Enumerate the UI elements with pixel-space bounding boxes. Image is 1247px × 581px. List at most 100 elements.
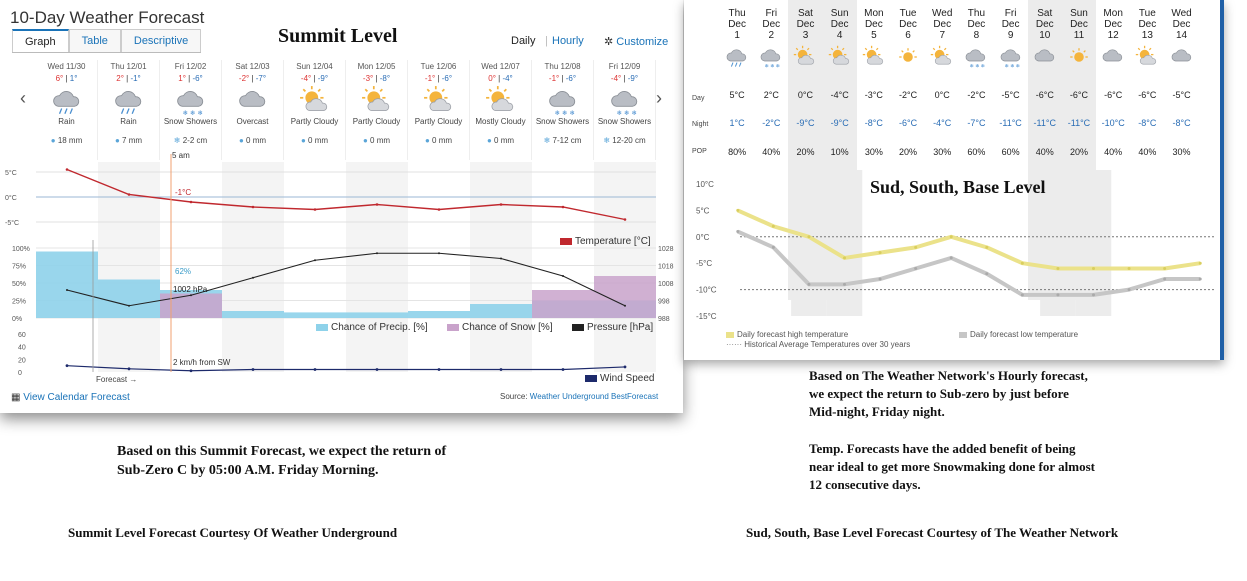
day-low: -1°	[130, 74, 141, 83]
low-swatch	[959, 331, 967, 338]
day-low: -6°	[441, 74, 453, 83]
tab-descriptive[interactable]: Descriptive	[120, 29, 202, 52]
day-card[interactable]: Wed 11/30 6° | 1° Rain ● 18 mm	[36, 60, 98, 160]
day-month: Dec	[1035, 19, 1054, 30]
overcast-icon	[222, 85, 283, 117]
day-number: 2	[768, 30, 775, 41]
day-card[interactable]: Mon 12/05 -3° | -8° Partly Cloudy ● 0 mm	[346, 60, 408, 160]
day-condition: Partly Cloudy	[414, 117, 463, 126]
precip-bar	[222, 311, 284, 318]
precip-swatch	[316, 323, 328, 331]
base-tick-label: 0°C	[696, 233, 710, 242]
legend-temperature: Temperature [°C]	[560, 236, 651, 247]
average-dash: ······	[726, 340, 745, 349]
row-label-day: Day	[692, 95, 705, 102]
pop-value: 20%	[1069, 147, 1088, 157]
day-of-week: Sun	[1070, 8, 1088, 19]
pressure-point	[376, 252, 378, 255]
night-temp: -8°C	[1138, 118, 1157, 128]
wind-point	[65, 364, 69, 368]
tab-table[interactable]: Table	[68, 29, 121, 52]
snow-swatch	[447, 323, 459, 331]
source-link[interactable]: Weather Underground BestForecast	[529, 392, 659, 401]
day-number: 5	[871, 30, 877, 41]
day-card[interactable]: Tue 12/06 -1° | -6° Partly Cloudy ● 0 mm	[408, 60, 470, 160]
precip-bar	[346, 312, 408, 318]
prev-arrow-icon[interactable]: ‹	[20, 88, 26, 108]
raindrop-icon: ●	[486, 136, 492, 145]
day-temp: -6°C	[1104, 90, 1123, 100]
daily-toggle[interactable]: Daily	[511, 35, 536, 47]
hourly-toggle[interactable]: Hourly	[552, 35, 584, 47]
day-temps: -1° | -6°	[548, 74, 577, 83]
svg-text:❄: ❄	[189, 109, 194, 117]
day-condition: Snow Showers	[535, 117, 590, 126]
day-card[interactable]: Thu 12/08 -1° | -6° ❄ ❄ ❄ Snow Showers ❄ 7-12 …	[532, 60, 594, 160]
day-precip: ❄ 12-20 cm	[594, 136, 655, 145]
day-month: Dec	[967, 19, 986, 30]
pressure-point	[314, 259, 316, 262]
day-card[interactable]: Fri 12/02 1° | -6° ❄ ❄ ❄ Snow Showers ❄ 2-2 cm	[160, 60, 222, 160]
day-month: Dec	[728, 19, 746, 30]
temperature-point	[251, 205, 255, 209]
wind-point	[127, 367, 131, 371]
pop-value: 40%	[762, 147, 781, 157]
low-temp-line	[736, 229, 1201, 297]
legend-average: ······ Historical Average Temperatures o…	[726, 340, 910, 349]
day-high: -3°	[362, 74, 374, 83]
day-low: -8°	[379, 74, 391, 83]
temp-tick-label: -5°C	[5, 219, 19, 227]
day-condition: Rain	[58, 117, 75, 126]
low-temp-point	[1163, 277, 1167, 281]
svg-text:❄: ❄	[1015, 63, 1019, 69]
day-high: -1°	[424, 74, 436, 83]
svg-text:❄: ❄	[1004, 63, 1008, 69]
night-temp: -8°C	[1172, 118, 1191, 128]
day-date: Sun 12/04	[296, 62, 333, 71]
day-card[interactable]: Sun 12/04 -4° | -9° Partly Cloudy ● 0 mm	[284, 60, 346, 160]
low-temp-point	[1127, 288, 1131, 292]
day-temp: 0°C	[797, 90, 814, 100]
svg-text:❄: ❄	[569, 109, 574, 117]
day-card[interactable]: Sat 12/03 -2° | -7° Overcast ● 0 mm	[222, 60, 284, 160]
svg-text:❄: ❄	[765, 63, 769, 69]
day-condition: Partly Cloudy	[352, 117, 401, 126]
high-temp-point	[807, 235, 811, 239]
day-condition: Snow Showers	[597, 117, 652, 126]
high-temp-point	[914, 245, 918, 249]
customize-button[interactable]: ✲ Customize	[604, 35, 668, 48]
base-day-column: Wed Dec 14 -5°C -8°C 30%	[1164, 0, 1198, 300]
next-arrow-icon[interactable]: ›	[656, 88, 662, 108]
low-temp-point	[949, 256, 953, 260]
night-temp: -9°C	[830, 118, 849, 128]
day-number: 12	[1107, 30, 1119, 41]
low-temp-point	[985, 272, 989, 276]
day-band	[470, 162, 532, 372]
day-precip-amount: 18 mm	[57, 136, 83, 145]
svg-text:❄: ❄	[1010, 63, 1014, 69]
day-card[interactable]: Wed 12/07 0° | -4° Mostly Cloudy ● 0 mm	[470, 60, 532, 160]
calendar-link[interactable]: ▦ View Calendar Forecast	[11, 392, 130, 403]
cloud-icon	[1096, 45, 1130, 69]
day-date: Tue 12/06	[420, 62, 457, 71]
wind-point	[499, 368, 503, 371]
day-low: -7°	[255, 74, 267, 83]
day-temp: -2°C	[898, 90, 918, 100]
day-number: 10	[1039, 30, 1051, 41]
rain-icon	[720, 45, 754, 69]
customize-label: Customize	[616, 36, 669, 48]
day-of-week: Thu	[967, 8, 986, 19]
day-card[interactable]: Fri 12/09 -4° | -9° ❄ ❄ ❄ Snow Showers ❄ 12-20…	[594, 60, 656, 160]
base-day-column: Mon Dec 12 -6°C -10°C 40%	[1096, 0, 1130, 300]
pressure-point	[190, 294, 192, 297]
tab-graph[interactable]: Graph	[12, 29, 69, 52]
summit-forecast-panel: 10-Day Weather Forecast Summit Level Gra…	[0, 0, 683, 413]
low-temp-point	[914, 266, 918, 270]
pop-value: 30%	[864, 147, 883, 157]
high-temp-point	[736, 208, 740, 212]
snow-icon: ❄ ❄ ❄	[594, 85, 655, 117]
summit-credit: Summit Level Forecast Courtesy Of Weathe…	[68, 525, 398, 540]
precip-bar	[98, 279, 160, 318]
day-card[interactable]: Thu 12/01 2° | -1° Rain ● 7 mm	[98, 60, 160, 160]
